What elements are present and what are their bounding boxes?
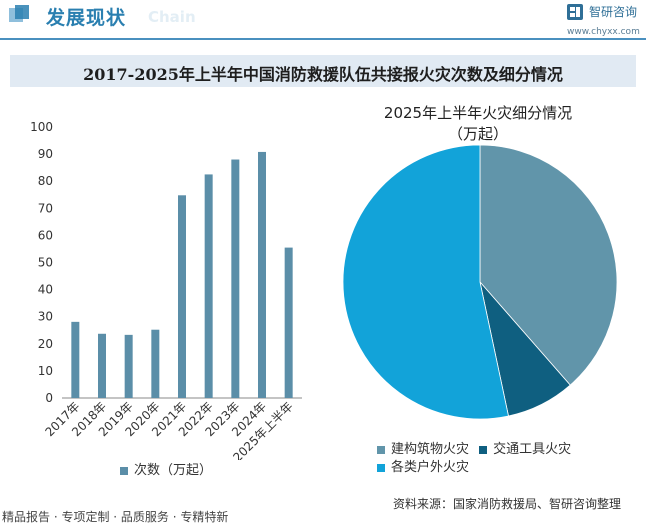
legend-label-vehicle: 交通工具火灾	[493, 442, 572, 457]
bar	[258, 151, 266, 398]
footer-tags: 精品报告 · 专项定制 · 品质服务 · 专精特新	[2, 510, 229, 524]
y-tick-label: 20	[38, 337, 53, 351]
header-decor-icon	[9, 5, 29, 22]
chart-title-bar: 2017-2025年上半年中国消防救援队伍共接报火灾次数及细分情况	[10, 55, 636, 87]
bar	[231, 159, 240, 398]
bar	[284, 247, 293, 398]
y-tick-label: 40	[38, 283, 53, 297]
chart-main-title: 2017-2025年上半年中国消防救援队伍共接报火灾次数及细分情况	[83, 65, 563, 84]
section-title: 发展现状	[46, 7, 127, 29]
pie-slice-outdoor	[342, 144, 509, 420]
y-tick-label: 30	[38, 310, 53, 324]
bar-legend: 次数（万起）	[120, 459, 212, 478]
legend-swatch-vehicle	[479, 445, 488, 454]
bar	[204, 174, 213, 398]
y-tick-label: 60	[38, 228, 53, 242]
brand-name: 智研咨询	[589, 5, 638, 19]
bar-legend-swatch	[120, 466, 128, 475]
y-tick-label: 50	[38, 256, 53, 270]
bar	[98, 333, 106, 398]
y-tick-label: 80	[38, 174, 53, 188]
y-tick-label: 70	[38, 201, 53, 215]
y-tick-label: 100	[30, 120, 53, 134]
bar	[178, 195, 186, 398]
header-bar: 发展现状 Chain 智研咨询 www.chyxx.com	[0, 0, 646, 40]
pie-title-unit: （万起）	[447, 125, 508, 143]
bar-chart: 01020304050607080901002017年2018年2019年202…	[30, 120, 302, 460]
pie-chart	[342, 144, 618, 420]
pie-title: 2025年上半年火灾细分情况 （万起）	[328, 103, 628, 145]
pie-legend: 建构筑物火灾 交通工具火灾 各类户外火灾	[377, 438, 577, 475]
y-tick-label: 90	[38, 147, 53, 161]
y-tick-label: 10	[38, 364, 53, 378]
legend-swatch-outdoor	[377, 463, 385, 472]
brand-url[interactable]: www.chyxx.com	[567, 27, 640, 37]
header-divider	[0, 38, 646, 40]
bar	[124, 334, 133, 398]
pie-title-text: 2025年上半年火灾细分情况	[383, 104, 573, 122]
section-subtitle: Chain	[148, 8, 196, 26]
legend-swatch-building	[377, 445, 385, 454]
data-source: 资料来源：国家消防救援局、智研咨询整理	[393, 497, 622, 511]
bar	[71, 321, 80, 398]
legend-label-outdoor: 各类户外火灾	[391, 460, 470, 475]
legend-label-building: 建构筑物火灾	[391, 442, 470, 457]
bar	[151, 329, 160, 398]
brand-logo-icon	[567, 4, 583, 20]
pie-slice-building	[479, 144, 618, 386]
y-tick-label: 0	[45, 391, 53, 405]
bar-legend-label: 次数（万起）	[134, 463, 213, 478]
